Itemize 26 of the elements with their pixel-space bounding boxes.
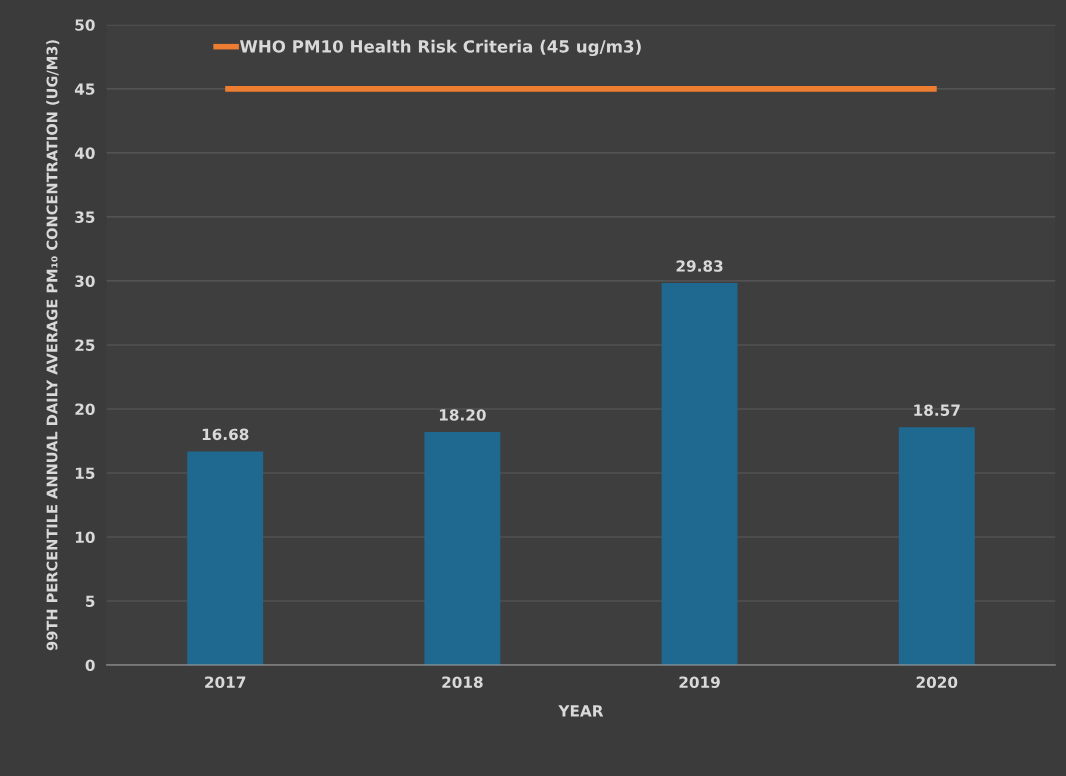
x-tick-label: 2017 — [205, 676, 246, 688]
y-tick-label: 35 — [75, 211, 95, 223]
y-tick-label: 50 — [75, 19, 95, 31]
y-axis-title: 99TH PERCENTILE ANNUAL DAILY AVERAGE PM₁₀ CONCENTRATION (UG/M3) — [46, 40, 60, 651]
data-label: 18.57 — [914, 404, 960, 416]
bar — [661, 283, 738, 666]
x-tick-label: 2020 — [916, 676, 958, 688]
y-tick-label: 30 — [75, 275, 95, 287]
bar — [424, 432, 501, 666]
bar — [187, 451, 264, 666]
y-tick-label: 0 — [85, 659, 95, 672]
data-label: 29.83 — [676, 260, 723, 272]
y-tick-label: 15 — [75, 467, 95, 479]
y-tick-label: 20 — [75, 403, 95, 415]
y-tick-label: 40 — [74, 147, 95, 159]
legend-label: WHO PM10 Health Risk Criteria (45 ug/m3) — [239, 39, 641, 57]
x-tick-label: 2019 — [679, 676, 720, 688]
data-label: 16.68 — [202, 428, 249, 441]
data-label: 18.20 — [439, 409, 486, 421]
x-tick-label: 2018 — [442, 676, 483, 688]
x-axis-title: YEAR — [558, 705, 604, 717]
y-tick-label: 10 — [75, 531, 95, 544]
y-tick-label: 5 — [86, 595, 95, 608]
y-tick-label: 25 — [75, 339, 95, 351]
y-tick-label: 45 — [74, 83, 95, 95]
bar — [898, 427, 975, 666]
